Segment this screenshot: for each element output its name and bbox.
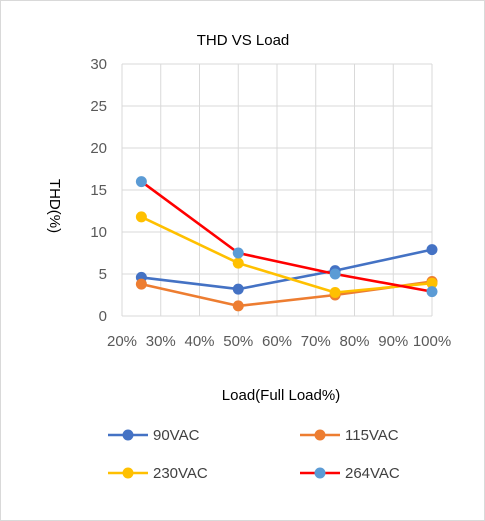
data-point	[232, 247, 244, 259]
series-line	[140, 215, 433, 294]
data-point	[329, 286, 341, 298]
y-tick-label: 15	[90, 182, 107, 199]
legend-marker	[122, 467, 134, 479]
legend: 90VAC 115VAC 230VAC 264VAC	[108, 427, 400, 482]
y-tick-labels: 0 5 10 15 20 25 30	[90, 56, 107, 325]
legend-label: 90VAC	[153, 427, 200, 444]
series-lines	[135, 176, 438, 312]
data-point	[426, 277, 438, 289]
x-tick-label: 30%	[146, 333, 176, 350]
x-tick-label: 80%	[339, 333, 369, 350]
x-tick-label: 100%	[413, 333, 451, 350]
x-tick-label: 90%	[378, 333, 408, 350]
gridlines	[121, 63, 433, 317]
data-point	[232, 300, 244, 312]
y-tick-label: 5	[99, 266, 107, 283]
series-line	[141, 248, 433, 291]
series-line	[141, 280, 433, 308]
x-tick-label: 70%	[301, 333, 331, 350]
y-tick-label: 10	[90, 224, 107, 241]
legend-marker	[122, 429, 134, 441]
data-point	[135, 176, 147, 188]
data-point	[232, 257, 244, 269]
x-tick-label: 50%	[223, 333, 253, 350]
y-tick-label: 0	[99, 308, 107, 325]
series-264vac	[135, 176, 438, 298]
legend-label: 115VAC	[345, 427, 399, 444]
chart-title: THD VS Load	[197, 32, 290, 49]
legend-item-90vac: 90VAC	[108, 427, 200, 444]
y-axis-title: THD(%)	[46, 179, 63, 233]
data-point	[426, 286, 438, 298]
y-tick-label: 25	[90, 98, 107, 115]
legend-item-264vac: 264VAC	[300, 465, 400, 482]
x-tick-label: 40%	[184, 333, 214, 350]
legend-label: 264VAC	[345, 465, 400, 482]
y-tick-label: 30	[90, 56, 107, 73]
series-230vac	[135, 211, 438, 298]
data-point	[232, 283, 244, 295]
legend-label: 230VAC	[153, 465, 208, 482]
legend-marker	[314, 429, 326, 441]
x-tick-labels: 20% 30% 40% 50% 60% 70% 80% 90% 100%	[107, 333, 451, 350]
x-tick-label: 60%	[262, 333, 292, 350]
series-line	[140, 180, 433, 293]
data-point	[135, 211, 147, 223]
x-axis-title: Load(Full Load%)	[222, 387, 340, 404]
x-tick-label: 20%	[107, 333, 137, 350]
data-point	[329, 268, 341, 280]
legend-marker	[314, 467, 326, 479]
y-tick-label: 20	[90, 140, 107, 157]
legend-item-230vac: 230VAC	[108, 465, 208, 482]
data-point	[426, 244, 438, 256]
legend-item-115vac: 115VAC	[300, 427, 399, 444]
data-point	[135, 278, 147, 290]
